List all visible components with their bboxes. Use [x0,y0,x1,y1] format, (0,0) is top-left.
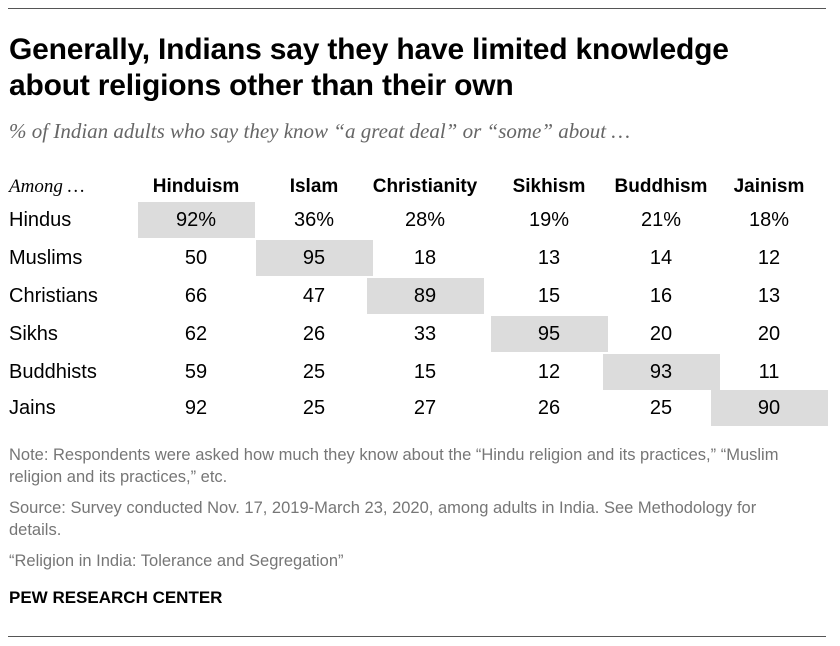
table-cell: 92% [137,202,255,238]
table-cell: 95 [255,240,373,276]
column-header-buddhism: Buddhism [614,176,708,197]
footer-report-title: “Religion in India: Tolerance and Segreg… [9,552,344,570]
table-cell: 14 [649,247,673,269]
table-cell: 59 [184,361,208,383]
column-header-jainism: Jainism [733,176,805,197]
table-cell: 26 [537,397,561,419]
table-cell: 20 [757,323,781,345]
brand-logo-text: PEW RESEARCH CENTER [9,588,223,607]
row-label-muslims: Muslims [9,247,83,269]
table-cell: 89 [366,278,484,314]
table-cell: 13 [537,247,561,269]
table-cell: 66 [184,285,208,307]
table-cell: 47 [302,285,326,307]
table-cell: 27 [413,397,437,419]
table-cell: 36% [293,209,335,231]
footer-note: Note: Respondents were asked how much th… [9,446,779,486]
column-header-islam: Islam [289,176,339,197]
table-cell: 25 [302,361,326,383]
table-cell: 11 [758,361,780,383]
row-label-sikhs: Sikhs [9,323,58,345]
chart-subtitle: % of Indian adults who say they know “a … [9,119,631,143]
column-header-hinduism: Hinduism [152,176,240,197]
table-cell: 95 [490,316,608,352]
table-cell: 15 [413,361,437,383]
table-cell: 28% [404,209,446,231]
table-cell: 21% [640,209,682,231]
footer-source: Source: Survey conducted Nov. 17, 2019-M… [9,499,757,539]
table-cell: 18 [413,247,437,269]
top-rule [8,8,826,9]
table-cell: 25 [302,397,326,419]
table-cell: 93 [602,354,720,390]
table-cell: 18% [748,209,790,231]
table-cell: 12 [757,247,781,269]
table-cell: 33 [413,323,437,345]
chart-title: Generally, Indians say they have limited… [9,33,729,102]
table-cell: 50 [184,247,208,269]
table-cell: 15 [537,285,561,307]
row-label-jains: Jains [9,397,56,419]
table-cell: 90 [710,390,828,426]
column-header-christianity: Christianity [372,176,478,197]
row-header-label: Among … [9,176,85,197]
table-cell: 12 [537,361,561,383]
table-cell: 92 [184,397,208,419]
column-header-sikhism: Sikhism [512,176,586,197]
table-cell: 62 [184,323,208,345]
row-label-buddhists: Buddhists [9,361,97,383]
table-cell: 20 [649,323,673,345]
bottom-rule [8,636,826,637]
table-cell: 13 [757,285,781,307]
table-cell: 25 [649,397,673,419]
row-label-hindus: Hindus [9,209,72,231]
table-cell: 16 [649,285,673,307]
row-label-christians: Christians [9,285,98,307]
table-cell: 19% [528,209,570,231]
knowledge-table: Among … Hinduism Islam Christianity Sikhism… [9,176,828,426]
table-cell: 26 [302,323,326,345]
